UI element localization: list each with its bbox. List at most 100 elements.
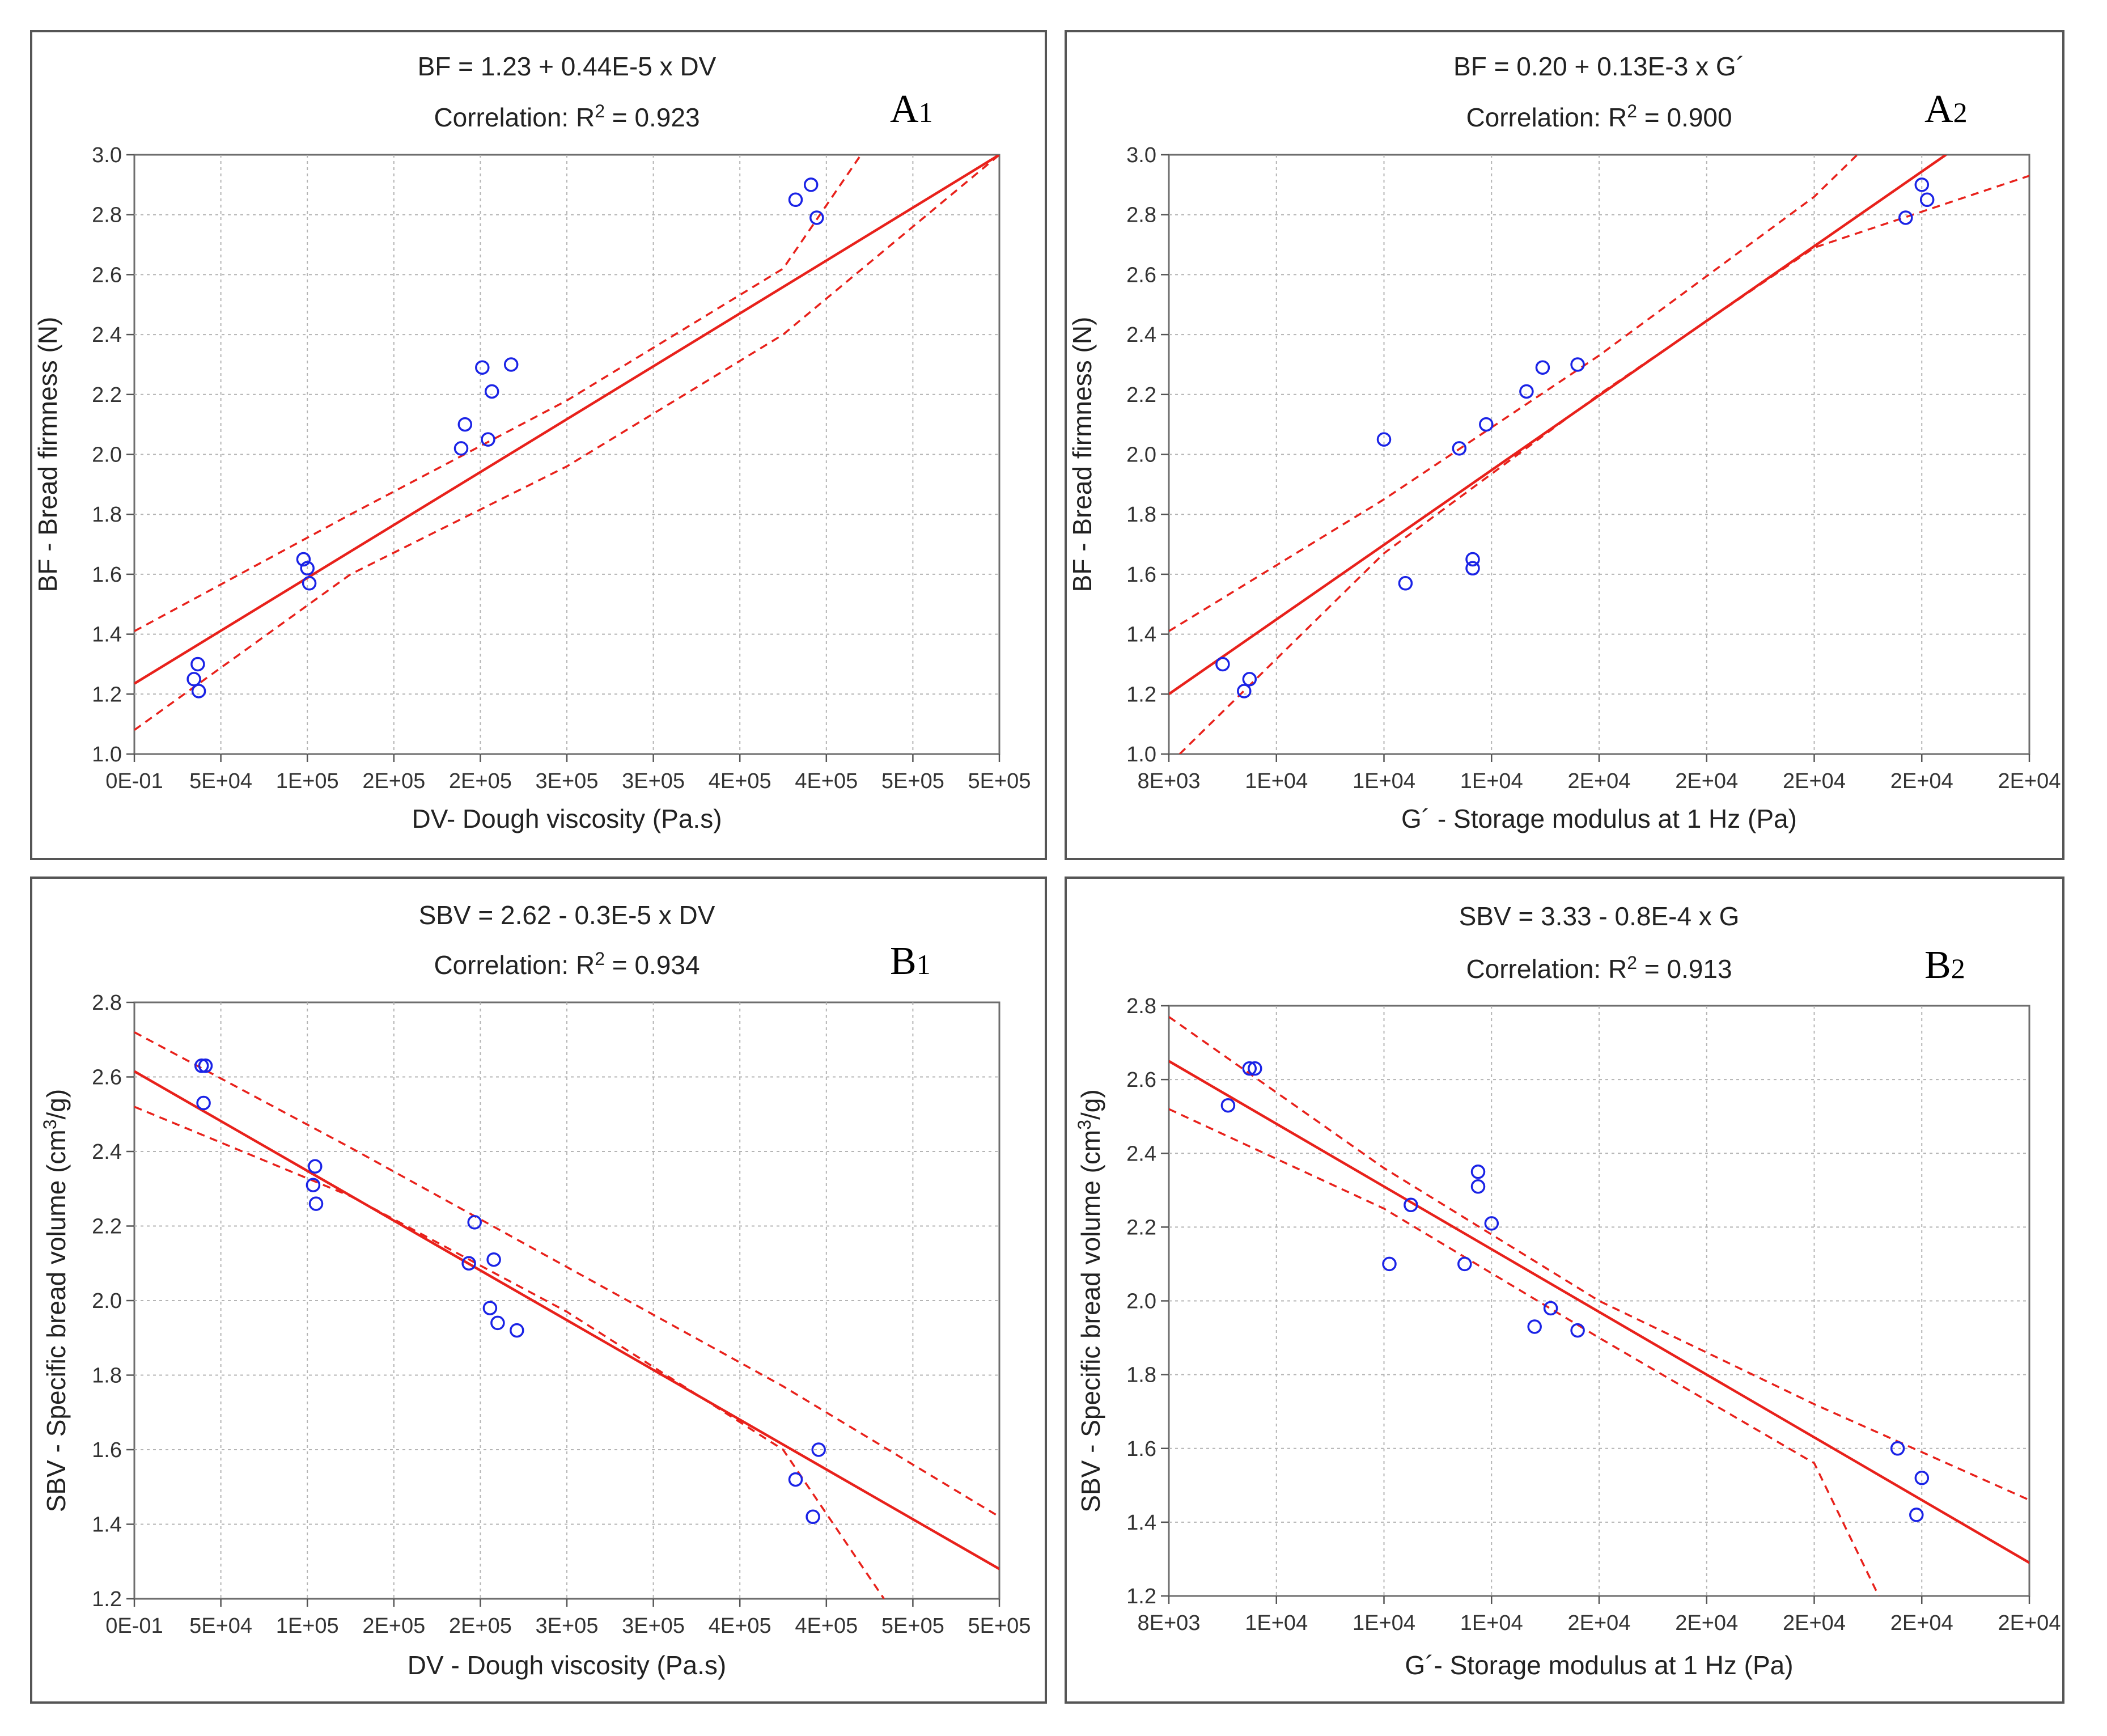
y-tick-label: 2.6 bbox=[92, 1066, 122, 1090]
x-tick-label: 2E+05 bbox=[362, 1614, 425, 1638]
chart-title: BF = 0.20 + 0.13E-3 x G´ bbox=[1453, 52, 1745, 81]
x-tick-label: 0E-01 bbox=[105, 769, 163, 793]
confidence-band-upper bbox=[134, 155, 862, 632]
y-tick-label: 2.4 bbox=[92, 323, 122, 347]
fit-line bbox=[134, 1070, 999, 1570]
x-tick-label: 3E+05 bbox=[536, 769, 599, 793]
x-tick-label: 3E+05 bbox=[622, 769, 685, 793]
y-tick-label: 2.2 bbox=[1126, 1216, 1156, 1239]
x-axis-label: DV - Dough viscosity (Pa.s) bbox=[408, 1650, 726, 1680]
x-tick-label: 8E+03 bbox=[1138, 769, 1201, 793]
panel-b2: SBV = 3.33 - 0.8E-4 x G Correlation: R2 =… bbox=[1065, 877, 2064, 1704]
x-tick-label: 2E+04 bbox=[1783, 1611, 1846, 1635]
data-point bbox=[788, 1472, 803, 1487]
data-point bbox=[475, 360, 490, 375]
data-point bbox=[1398, 576, 1413, 591]
data-point bbox=[503, 357, 519, 372]
y-tick-label: 2.8 bbox=[92, 204, 122, 227]
fit-line bbox=[1169, 155, 1947, 696]
y-tick-label: 2.4 bbox=[1126, 323, 1156, 347]
x-tick-label: 3E+05 bbox=[622, 1614, 685, 1638]
data-point bbox=[1543, 1301, 1558, 1316]
x-axis-label: G´- Storage modulus at 1 Hz (Pa) bbox=[1405, 1650, 1793, 1680]
panel-b1: SBV = 2.62 - 0.3E-5 x DV Correlation: R2 … bbox=[30, 877, 1047, 1704]
panel-a2: BF = 0.20 + 0.13E-3 x G´ Correlation: R2 … bbox=[1065, 30, 2064, 860]
y-tick-label: 3.0 bbox=[92, 143, 122, 167]
confidence-band-upper bbox=[134, 1031, 999, 1518]
data-point bbox=[1237, 684, 1252, 698]
regression-lines bbox=[134, 155, 999, 731]
data-point bbox=[191, 684, 206, 698]
data-point bbox=[296, 552, 311, 567]
y-tick-label: 2.6 bbox=[1126, 1068, 1156, 1092]
x-tick-label: 8E+03 bbox=[1138, 1611, 1201, 1635]
confidence-band-upper bbox=[1169, 1016, 2029, 1501]
y-tick-label: 1.4 bbox=[1126, 1511, 1156, 1535]
regression-lines bbox=[134, 1031, 999, 1599]
regression-lines bbox=[1169, 155, 2029, 754]
data-point bbox=[306, 1178, 321, 1192]
x-tick-label: 5E+05 bbox=[968, 769, 1031, 793]
y-tick-label: 2.2 bbox=[92, 383, 122, 407]
x-tick-label: 2E+05 bbox=[362, 769, 425, 793]
y-tick-label: 1.0 bbox=[92, 743, 122, 767]
data-point bbox=[1215, 657, 1230, 672]
confidence-band-upper bbox=[1169, 155, 1858, 632]
panel-tag: B2 bbox=[1924, 943, 1965, 987]
chart-title: SBV = 3.33 - 0.8E-4 x G bbox=[1459, 901, 1740, 931]
x-tick-label: 2E+04 bbox=[1568, 1611, 1631, 1635]
y-tick-label: 1.8 bbox=[92, 503, 122, 527]
data-point bbox=[811, 1442, 826, 1457]
regression-lines bbox=[1169, 1016, 2029, 1596]
data-point bbox=[1527, 1319, 1542, 1334]
data-point bbox=[461, 1256, 476, 1271]
data-point bbox=[1914, 1471, 1930, 1485]
y-tick-label: 2.8 bbox=[1126, 994, 1156, 1018]
data-point bbox=[467, 1215, 482, 1230]
x-tick-label: 2E+04 bbox=[1998, 1611, 2061, 1635]
y-tick-label: 1.6 bbox=[92, 1438, 122, 1462]
y-tick-label: 1.8 bbox=[1126, 1364, 1156, 1387]
data-point bbox=[1465, 552, 1480, 567]
x-tick-label: 4E+05 bbox=[795, 1614, 858, 1638]
data-point bbox=[806, 1509, 820, 1525]
x-tick-label: 1E+05 bbox=[276, 1614, 339, 1638]
y-tick-label: 1.2 bbox=[1126, 683, 1156, 706]
data-points bbox=[1215, 177, 1935, 698]
x-tick-label: 5E+05 bbox=[881, 1614, 944, 1638]
x-tick-label: 1E+04 bbox=[1245, 1611, 1308, 1635]
data-point bbox=[1382, 1256, 1397, 1272]
y-tick-label: 2.8 bbox=[1126, 204, 1156, 227]
data-point bbox=[484, 384, 499, 399]
chart-title: SBV = 2.62 - 0.3E-5 x DV bbox=[419, 900, 715, 930]
data-point bbox=[1465, 561, 1480, 576]
x-tick-label: 2E+04 bbox=[1998, 769, 2061, 793]
correlation-label: Correlation: R2 = 0.923 bbox=[434, 101, 699, 132]
y-tick-label: 2.8 bbox=[92, 991, 122, 1015]
data-point bbox=[510, 1323, 524, 1338]
y-tick-label: 2.2 bbox=[92, 1215, 122, 1239]
data-point bbox=[1890, 1441, 1905, 1456]
y-tick-label: 1.2 bbox=[1126, 1585, 1156, 1608]
y-tick-label: 1.2 bbox=[92, 1587, 122, 1611]
x-tick-label: 2E+04 bbox=[1568, 769, 1631, 793]
data-point bbox=[300, 561, 315, 576]
y-axis-label: SBV - Specific bread volume (cm3/g) bbox=[1074, 1089, 1105, 1512]
x-tick-label: 0E-01 bbox=[105, 1614, 163, 1638]
data-points bbox=[1220, 1061, 1930, 1522]
data-point bbox=[788, 192, 803, 208]
data-point bbox=[1248, 1061, 1262, 1076]
data-point bbox=[809, 210, 824, 225]
data-point bbox=[1242, 672, 1257, 687]
panel-a1: BF = 1.23 + 0.44E-5 x DV Correlation: R2 … bbox=[30, 30, 1047, 860]
correlation-label: Correlation: R2 = 0.913 bbox=[1466, 952, 1732, 984]
x-tick-label: 5E+04 bbox=[189, 1614, 252, 1638]
data-point bbox=[198, 1058, 213, 1073]
data-point bbox=[1570, 357, 1585, 372]
x-tick-label: 5E+04 bbox=[189, 769, 252, 793]
data-point bbox=[1484, 1216, 1499, 1231]
data-point bbox=[1535, 360, 1550, 375]
y-tick-label: 2.6 bbox=[1126, 263, 1156, 287]
data-point bbox=[196, 1095, 211, 1111]
